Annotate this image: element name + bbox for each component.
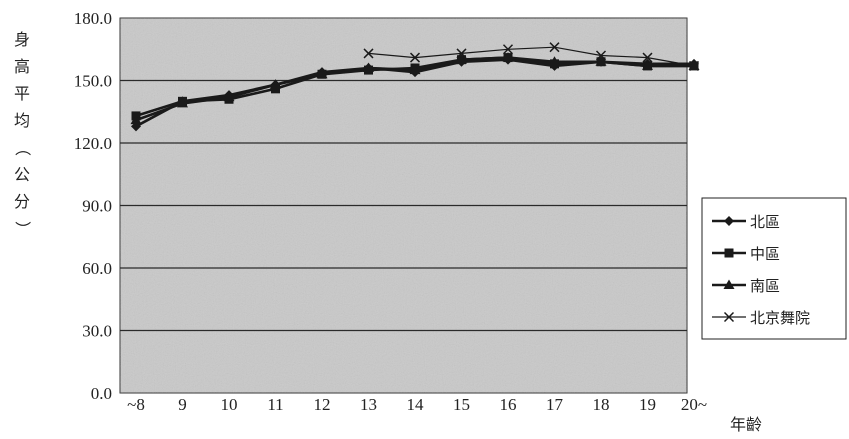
data-point-x [363,48,374,59]
data-point-triangle [363,62,374,72]
y-tick-label: 60.0 [82,259,112,278]
y-axis-label-char: （ [13,140,32,156]
x-tick-label: 11 [267,395,283,414]
x-tick-label: 19 [639,395,656,414]
data-point-triangle [642,60,653,70]
series-lines [130,42,700,132]
data-point-triangle [409,64,421,75]
x-tick-label: ~8 [127,395,145,414]
data-point-x [642,52,653,63]
series-4 [363,42,700,71]
data-point-triangle [549,56,560,66]
data-point-x [549,42,560,53]
data-point-triangle [456,54,467,64]
y-tick-label: 90.0 [82,197,112,216]
data-point-x [688,60,700,71]
y-tick-label: 180.0 [74,9,112,28]
y-tick-label: 150.0 [74,72,112,91]
y-axis-label-char: 公 [14,165,30,184]
x-tick-label: 10 [221,395,238,414]
y-tick-label: 30.0 [82,322,112,341]
x-tick-label: 13 [360,395,377,414]
data-point-x [502,44,514,55]
x-tick-label: 14 [407,395,425,414]
legend-marker-x [723,311,735,323]
data-point-triangle [177,97,188,108]
y-tick-labels: 0.0 30.0 60.0 90.0 120.0 150.0 180.0 [74,9,112,403]
y-axis-label-char: 分 [14,192,30,211]
x-tick-label: 9 [178,395,187,414]
data-point-triangle [502,52,514,62]
x-tick-label: 15 [453,395,470,414]
data-point-square [271,84,280,94]
x-tick-label: 20~ [681,395,707,414]
x-tick-label: 17 [546,395,564,414]
legend-item: 中區 [712,245,780,263]
data-point-triangle [270,79,281,89]
data-point-triangle [130,114,142,125]
y-axis-label-char: ） [13,221,32,237]
legend-label: 南區 [750,277,780,295]
x-axis-title: 年齡 [730,415,762,434]
data-point-x [456,48,467,59]
y-axis-label-char: 平 [14,84,30,103]
data-point-triangle [595,56,607,66]
y-axis-label-char: 身 [14,30,30,49]
series-3 [130,52,700,125]
legend-marker-triangle [723,279,735,289]
y-tick-label: 120.0 [74,134,112,153]
data-point-x [409,52,421,63]
grid-lines [120,79,687,332]
x-tick-label: 12 [314,395,331,414]
data-point-triangle [223,91,235,102]
legend-item: 北京舞院 [712,309,810,327]
data-point-triangle [316,68,328,79]
y-axis-label-char: 均 [14,111,30,130]
y-axis-label-char: 高 [14,57,30,76]
legend-label: 北京舞院 [750,309,810,327]
legend-item: 北區 [712,213,780,231]
legend-item: 南區 [712,277,780,295]
legend-marker-square [724,248,734,258]
y-tick-label: 0.0 [91,384,112,403]
series-line [368,46,695,67]
data-point-x [595,50,607,61]
x-tick-label: 18 [593,395,610,414]
legend-label: 北區 [750,213,780,231]
legend-marker-diamond [724,216,734,226]
x-tick-label: 16 [500,395,517,414]
x-tick-labels: ~8 9 10 11 12 13 14 15 16 17 18 19 20~ [127,395,707,414]
legend-label: 中區 [750,245,780,263]
